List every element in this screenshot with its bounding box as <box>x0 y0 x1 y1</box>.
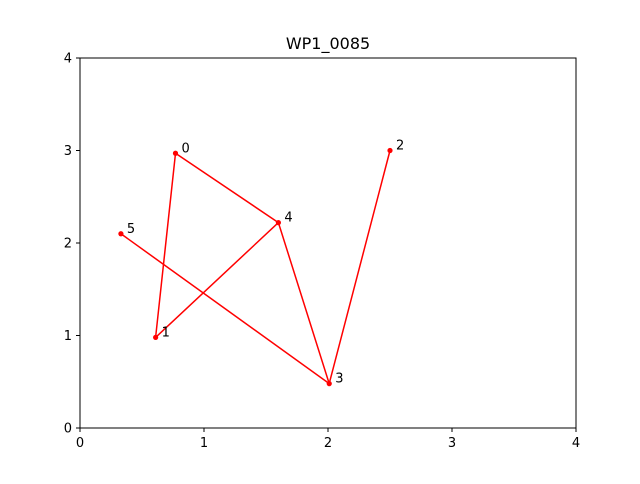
data-point-4 <box>275 220 281 226</box>
data-point-1 <box>153 334 159 340</box>
x-tick-label-0: 0 <box>76 436 84 451</box>
point-label-4: 4 <box>284 211 292 226</box>
point-label-5: 5 <box>127 222 135 237</box>
series-0-path <box>154 150 391 385</box>
x-tick-label-4: 4 <box>572 436 580 451</box>
chart-title: WP1_0085 <box>286 34 370 54</box>
y-tick-label-2: 2 <box>64 237 72 252</box>
point-label-0: 0 <box>181 141 189 156</box>
x-tick-label-2: 2 <box>324 436 332 451</box>
point-label-1: 1 <box>162 325 170 340</box>
point-label-2: 2 <box>396 139 404 154</box>
series-points: 0 1 4 2 3 5 <box>118 139 404 387</box>
data-point-0 <box>172 150 179 156</box>
axes: 0 1 2 3 4 0 1 2 3 4 <box>64 52 580 452</box>
point-label-3: 3 <box>335 372 343 387</box>
y-tick-label-1: 1 <box>64 329 72 344</box>
data-point-5 <box>118 231 124 237</box>
series-lines <box>120 150 391 385</box>
y-tick-label-4: 4 <box>64 52 72 67</box>
data-point-2 <box>387 147 393 154</box>
y-tick-label-3: 3 <box>64 144 72 159</box>
x-tick-label-3: 3 <box>448 436 456 451</box>
series-0-segment-0 <box>120 233 330 385</box>
x-tick-label-1: 1 <box>200 436 208 451</box>
data-point-3 <box>326 381 332 387</box>
y-tick-label-0: 0 <box>64 422 72 437</box>
